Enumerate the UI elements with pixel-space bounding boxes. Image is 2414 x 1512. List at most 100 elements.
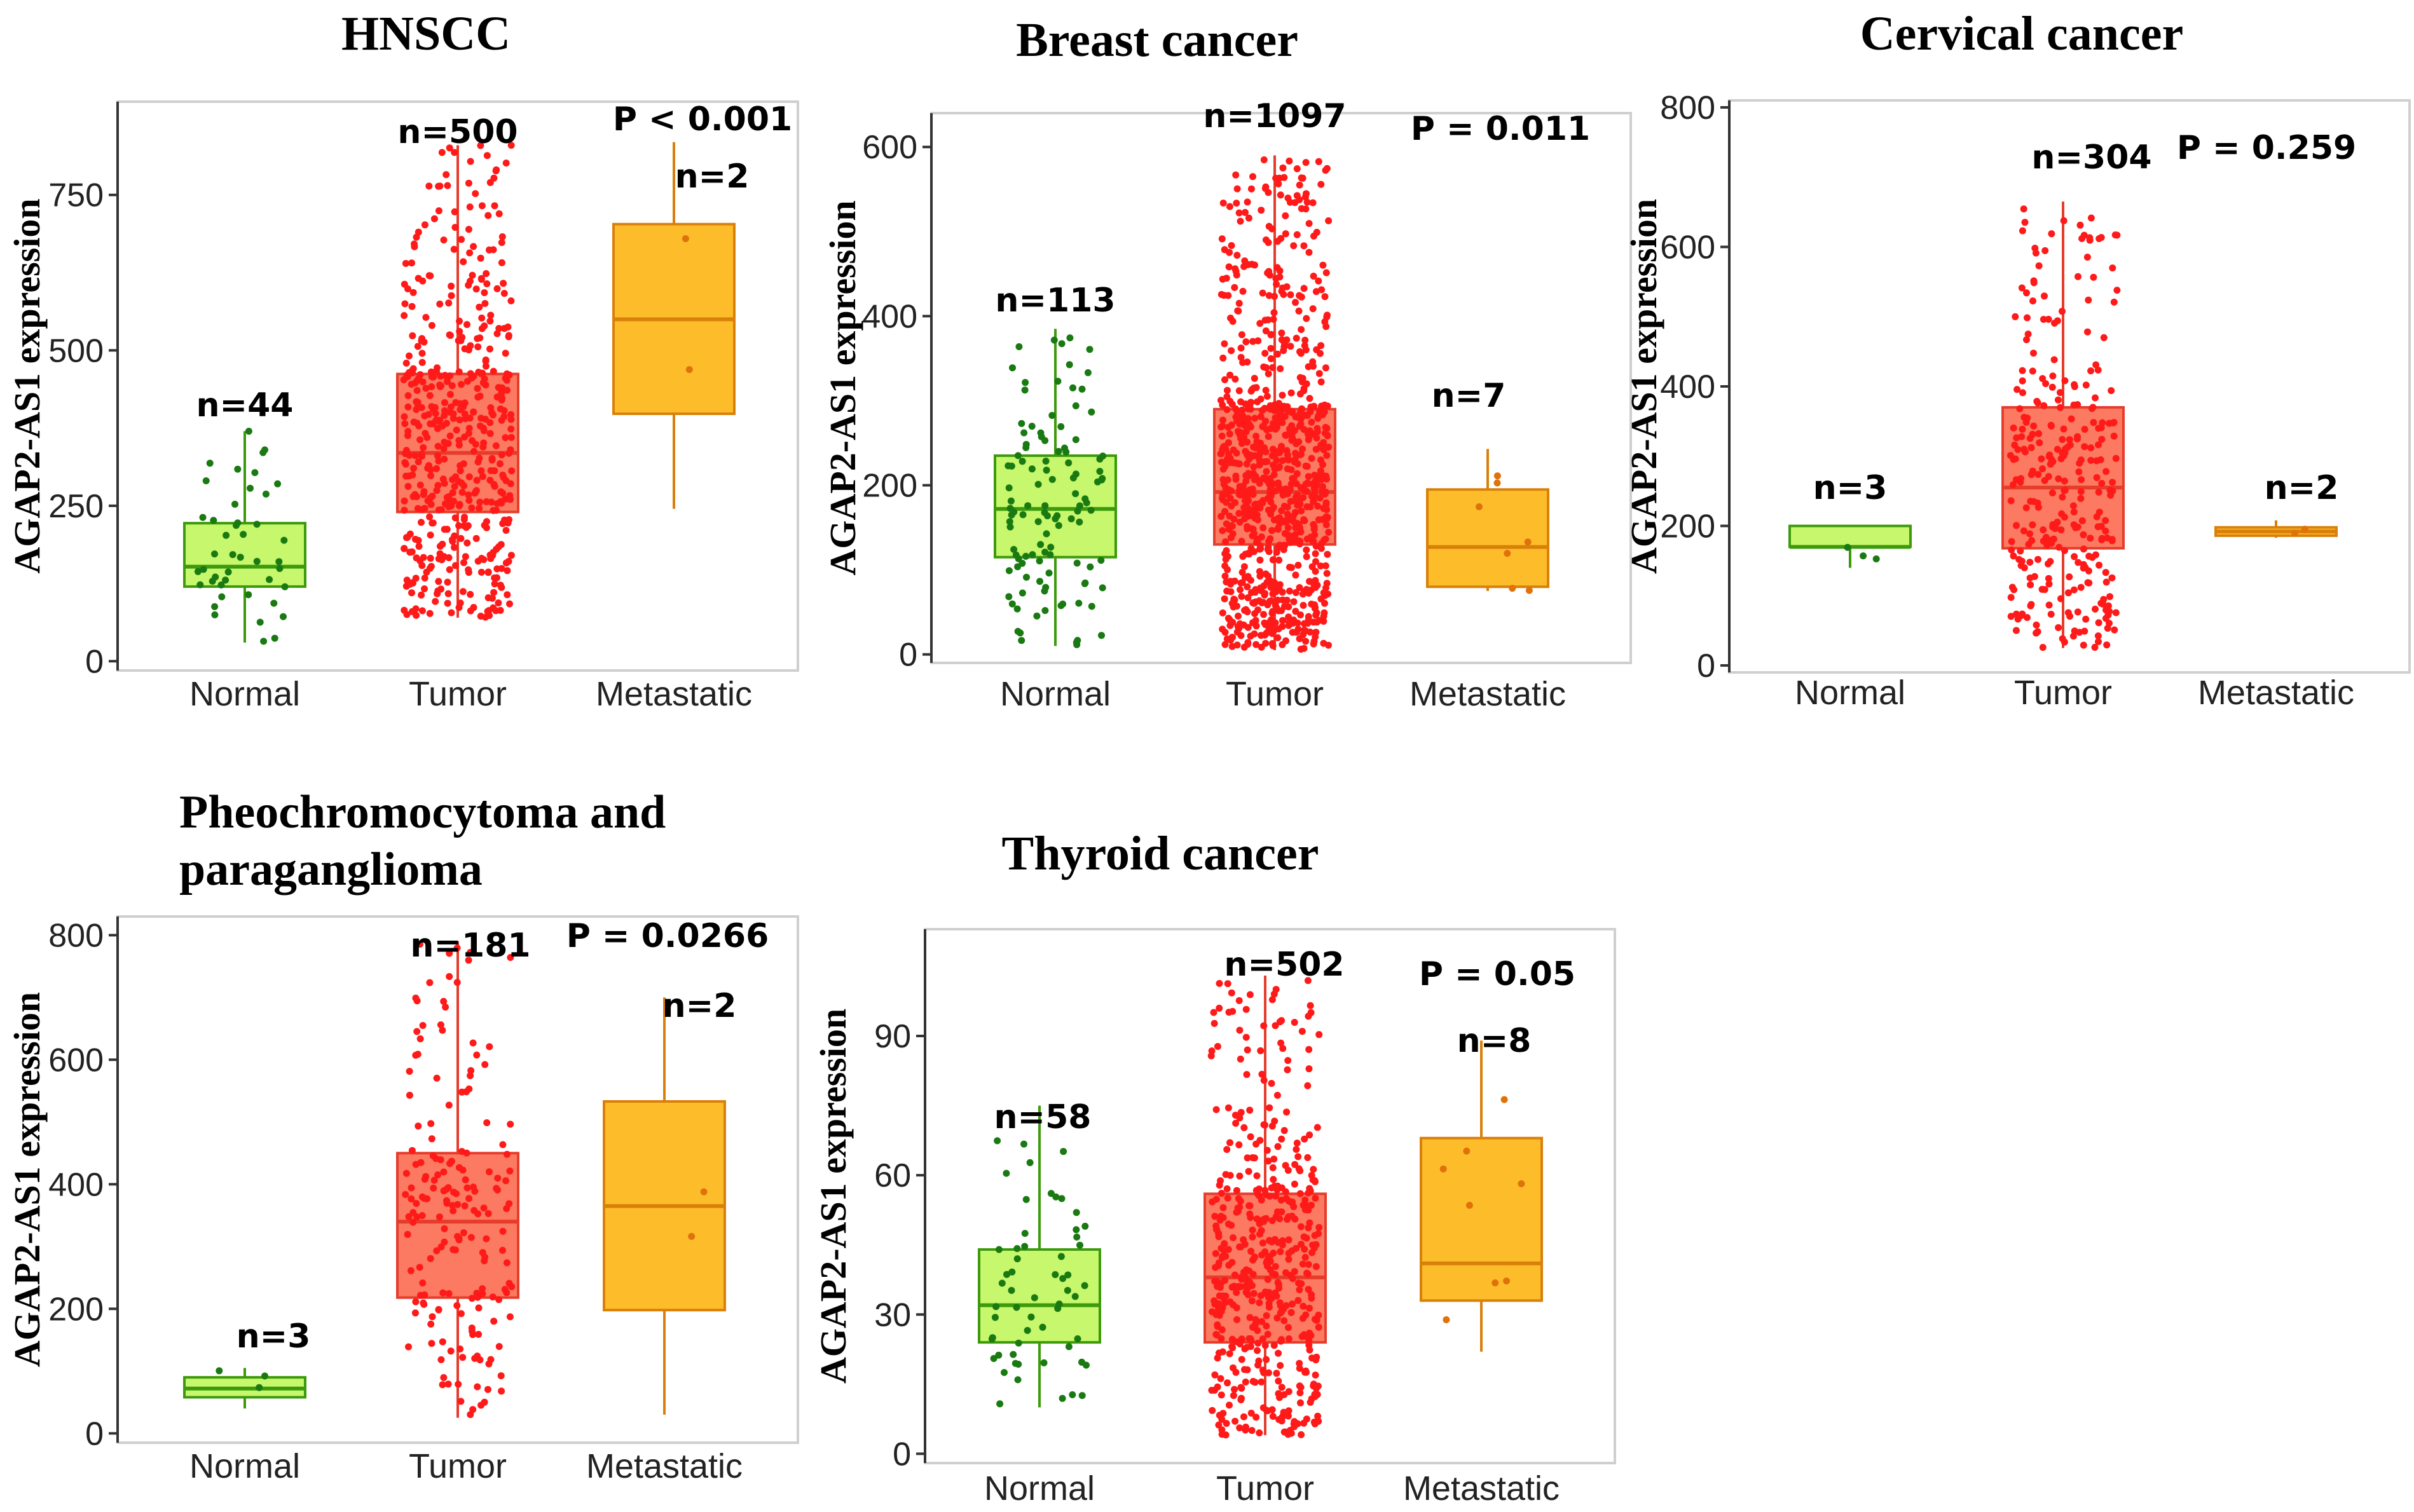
points-tumor bbox=[400, 142, 516, 621]
data-point bbox=[1242, 208, 1249, 216]
data-point bbox=[409, 471, 416, 479]
data-point bbox=[498, 259, 505, 266]
data-point bbox=[2029, 521, 2036, 529]
data-point bbox=[1239, 482, 1247, 490]
data-point bbox=[1241, 1345, 1249, 1352]
data-point bbox=[467, 158, 474, 165]
data-point bbox=[486, 1168, 493, 1176]
data-point bbox=[1309, 305, 1317, 313]
data-point bbox=[1275, 543, 1282, 551]
data-point bbox=[2109, 264, 2116, 272]
data-point bbox=[1217, 423, 1224, 431]
data-point bbox=[1086, 346, 1094, 353]
data-point bbox=[2055, 475, 2062, 482]
data-point bbox=[2095, 619, 2102, 627]
data-point bbox=[1249, 1233, 1256, 1241]
data-point bbox=[1225, 439, 1232, 446]
data-point bbox=[446, 566, 453, 573]
data-point bbox=[1302, 637, 1310, 645]
data-point bbox=[1309, 358, 1317, 365]
data-point bbox=[1248, 1427, 1256, 1434]
data-point bbox=[1219, 1253, 1226, 1260]
data-point bbox=[1072, 402, 1080, 409]
data-point bbox=[427, 562, 435, 570]
data-point bbox=[1242, 1426, 1249, 1434]
data-point bbox=[1252, 432, 1260, 440]
data-point bbox=[418, 350, 426, 357]
data-point bbox=[1237, 1108, 1245, 1116]
data-point bbox=[222, 576, 230, 584]
data-point bbox=[253, 521, 261, 528]
data-point bbox=[441, 480, 448, 487]
y-tick-label: 90 bbox=[874, 1018, 911, 1055]
data-point bbox=[1312, 611, 1320, 619]
data-point bbox=[1248, 453, 1256, 460]
data-point bbox=[2087, 367, 2095, 374]
data-point bbox=[1005, 593, 1013, 601]
data-point bbox=[1285, 622, 1293, 629]
data-point bbox=[504, 1150, 511, 1158]
data-point bbox=[1258, 207, 1265, 214]
data-point bbox=[1263, 1406, 1270, 1414]
data-point bbox=[1033, 612, 1041, 620]
data-point bbox=[1265, 1289, 1273, 1296]
data-point bbox=[1323, 475, 1331, 483]
data-point bbox=[1021, 1243, 1029, 1250]
data-point bbox=[1301, 1246, 1308, 1253]
data-point bbox=[1235, 612, 1242, 620]
data-point bbox=[1073, 1209, 1080, 1216]
x-category-label: Normal bbox=[1795, 674, 1905, 712]
data-point bbox=[1219, 1410, 1227, 1417]
data-point bbox=[194, 568, 202, 575]
data-point bbox=[1254, 1347, 1261, 1354]
data-point bbox=[1296, 196, 1303, 203]
data-point bbox=[2070, 521, 2078, 529]
data-point bbox=[1031, 1294, 1038, 1302]
data-point bbox=[418, 337, 425, 344]
data-point bbox=[503, 376, 511, 384]
data-point bbox=[1278, 415, 1286, 423]
data-point bbox=[1291, 1180, 1298, 1188]
data-point bbox=[2085, 579, 2093, 587]
data-point bbox=[1252, 1413, 1260, 1421]
data-point bbox=[451, 483, 458, 490]
data-point bbox=[453, 426, 460, 434]
data-point bbox=[1041, 548, 1049, 556]
data-point bbox=[251, 469, 259, 477]
data-point bbox=[1263, 1356, 1270, 1363]
data-point bbox=[1270, 1155, 1278, 1163]
data-point bbox=[216, 1367, 223, 1375]
data-point bbox=[499, 1246, 506, 1254]
data-point bbox=[1315, 277, 1322, 285]
data-point bbox=[426, 513, 434, 521]
data-point bbox=[506, 1168, 514, 1175]
data-point bbox=[1237, 1384, 1245, 1391]
data-point bbox=[1238, 440, 1245, 447]
data-point bbox=[1261, 405, 1268, 412]
points-tumor bbox=[402, 941, 516, 1419]
data-point bbox=[1308, 1249, 1316, 1257]
data-point bbox=[1312, 1194, 1319, 1202]
data-point bbox=[1251, 548, 1258, 555]
data-point bbox=[1222, 446, 1230, 453]
data-point bbox=[490, 174, 498, 182]
data-point bbox=[421, 585, 428, 592]
data-point bbox=[446, 432, 454, 440]
data-point bbox=[1322, 323, 1330, 330]
data-point bbox=[1277, 1039, 1285, 1047]
data-point bbox=[1224, 980, 1231, 988]
data-point bbox=[455, 441, 463, 449]
data-point bbox=[1219, 476, 1227, 484]
data-point bbox=[233, 522, 240, 529]
data-point bbox=[439, 1338, 446, 1345]
data-point bbox=[1222, 1431, 1230, 1439]
data-point bbox=[1325, 641, 1332, 649]
data-point bbox=[449, 1207, 457, 1215]
data-point bbox=[428, 1340, 435, 1347]
data-point bbox=[2084, 328, 2091, 336]
data-point bbox=[434, 442, 442, 450]
data-point bbox=[2106, 593, 2113, 601]
data-point bbox=[427, 472, 435, 479]
data-point bbox=[2093, 474, 2101, 481]
data-point bbox=[1223, 386, 1231, 394]
